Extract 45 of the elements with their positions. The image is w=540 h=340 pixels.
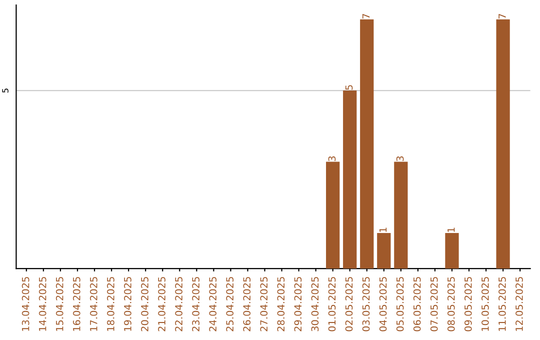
- x-tick-label: 20.04.2025: [141, 277, 148, 332]
- bar: [445, 232, 459, 269]
- x-tick-label: 02.05.2025: [345, 277, 353, 332]
- x-tick-label: 14.04.2025: [38, 277, 46, 331]
- data-label: 1: [379, 228, 387, 232]
- x-tick-label: 05.05.2025: [396, 277, 404, 332]
- x-tick-label: 18.04.2025: [106, 277, 114, 331]
- x-tick-label: 23.04.2025: [192, 277, 200, 332]
- bar: [326, 162, 340, 269]
- x-tick-label: 26.04.2025: [243, 277, 251, 332]
- bar: [394, 162, 408, 269]
- x-tick-label: 22.04.2025: [175, 277, 182, 332]
- data-label: 3: [328, 156, 336, 162]
- x-tick-label: 21.04.2025: [158, 277, 166, 332]
- data-label: 7: [362, 14, 370, 19]
- x-tick-label: 30.04.2025: [311, 277, 319, 332]
- x-tick-label: 19.04.2025: [124, 277, 132, 331]
- x-tick-label: 25.04.2025: [226, 277, 234, 332]
- bar: [360, 19, 374, 269]
- data-label: 7: [498, 14, 506, 19]
- bar: [343, 90, 357, 269]
- x-tick-label: 10.05.2025: [481, 277, 489, 331]
- x-tick-label: 11.05.2025: [498, 277, 506, 331]
- x-tick-label: 16.04.2025: [72, 277, 80, 331]
- ref-line-label: 5: [2, 88, 8, 93]
- x-tick-label: 09.05.2025: [464, 277, 472, 332]
- x-tick-label: 01.05.2025: [328, 277, 336, 332]
- x-tick-label: 15.04.2025: [56, 277, 64, 331]
- x-tick-label: 04.05.2025: [379, 277, 387, 332]
- data-label: 3: [396, 156, 404, 162]
- x-tick-label: 06.05.2025: [413, 277, 421, 332]
- x-tick-label: 12.05.2025: [516, 277, 523, 331]
- x-tick-label: 28.04.2025: [277, 277, 285, 332]
- x-tick-label: 27.04.2025: [260, 277, 268, 332]
- data-label: 5: [345, 85, 353, 90]
- x-tick-label: 29.04.2025: [294, 277, 302, 332]
- data-label: 1: [448, 228, 455, 232]
- x-tick-label: 08.05.2025: [447, 277, 455, 332]
- x-tick-label: 24.04.2025: [209, 277, 216, 332]
- x-tick-label: 13.04.2025: [22, 277, 30, 331]
- bar: [377, 232, 391, 269]
- x-tick-label: 03.05.2025: [362, 277, 370, 332]
- x-tick-label: 07.05.2025: [430, 277, 438, 332]
- x-tick-label: 17.04.2025: [90, 277, 98, 331]
- bar: [496, 19, 510, 269]
